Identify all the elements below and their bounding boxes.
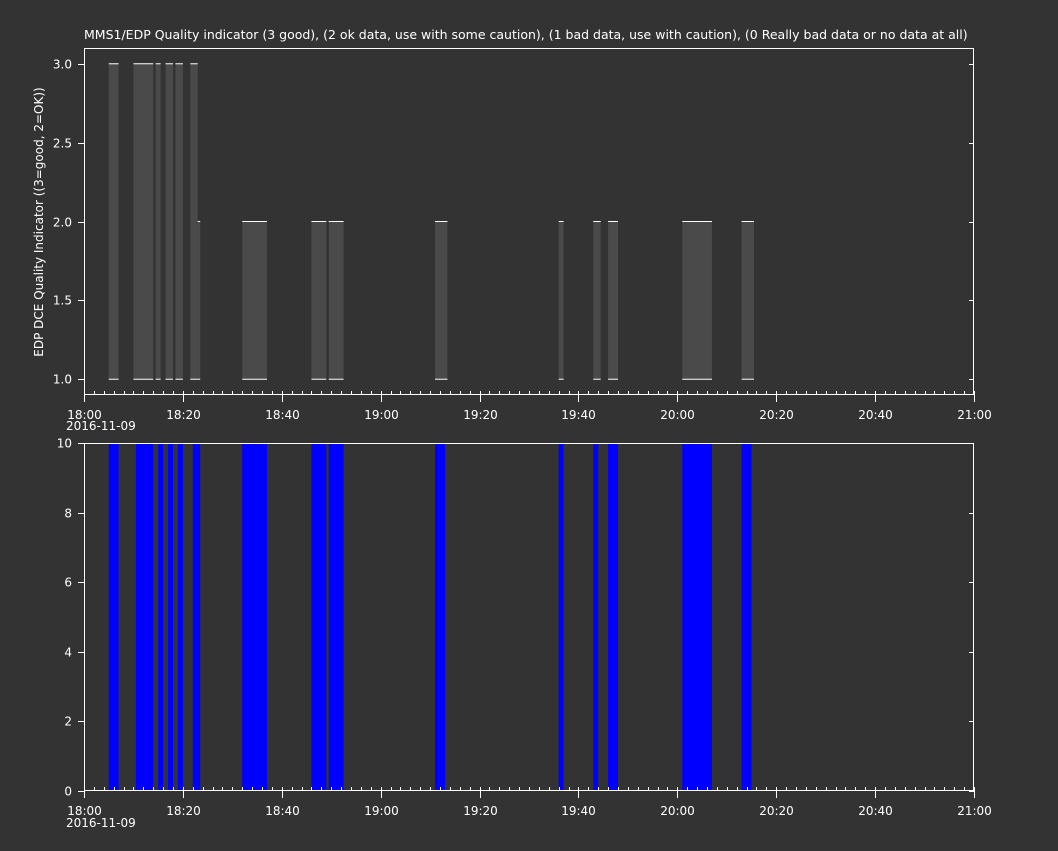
x-tick-label: 20:00 [660,408,695,422]
x-tick-label: 20:40 [858,804,893,818]
quality-indicator-panel: 18:00 18:20 18:40 19:00 19:20 19:40 20:00 20:20… [53,48,992,422]
data-bar [741,221,754,380]
x-tick-label: 18:00 [67,804,102,818]
data-bar [311,443,327,791]
plot-frame [84,443,974,791]
data-bar [108,443,119,791]
data-bar [435,443,445,791]
data-bar [158,443,164,791]
data-bar [155,63,161,380]
y-axis-label: EDP DCE Quality Indicator ((3=good, 2=OK… [32,87,46,356]
data-bar [682,443,712,791]
data-bar [190,63,198,380]
data-bar [328,221,344,380]
x-tick-label: 18:00 [67,408,102,422]
data-bar [168,443,173,791]
quality-bar-panel: 18:00 18:20 18:40 19:00 19:20 19:40 20:00 20:20… [57,437,992,819]
x-tick-label: 21:00 [957,804,992,818]
data-bar [177,443,183,791]
y-tick-label: 10 [57,437,72,451]
y-tick-label: 3.0 [53,58,72,72]
y-tick-label: 4 [64,646,72,660]
x-tick-label: 20:20 [759,804,794,818]
data-bar [741,443,752,791]
x-tick-label: 19:20 [463,804,498,818]
data-bar [328,443,344,791]
data-bar [593,443,599,791]
x-tick-label: 21:00 [957,408,992,422]
data-bar [682,221,712,380]
x-tick-label: 19:00 [364,804,399,818]
x-tick-label: 18:20 [166,804,201,818]
plot-frame [84,48,974,395]
data-bar [311,221,327,380]
x-tick-label: 18:40 [265,408,300,422]
x-tick-label: 19:40 [561,804,596,818]
x-tick-label: 20:40 [858,408,893,422]
y-tick-label: 0 [64,785,72,799]
y-tick-label: 2.5 [53,137,72,151]
y-tick-label: 6 [64,576,72,590]
y-tick-label: 2 [64,715,72,729]
data-bar [135,443,154,791]
data-bar [435,221,448,380]
data-bar [133,63,154,380]
x-tick-label: 20:00 [660,804,695,818]
x-tick-label: 18:20 [166,408,201,422]
x-tick-label: 18:40 [265,804,300,818]
data-bar [242,221,267,380]
y-tick-label: 8 [64,507,72,521]
y-tick-label: 1.5 [53,294,72,308]
date-label-top: 2016-11-09 [66,419,136,433]
data-bar [175,63,183,380]
x-tick-label: 19:00 [364,408,399,422]
data-bar [165,63,173,380]
x-tick-label: 19:40 [561,408,596,422]
data-bar [608,443,618,791]
data-bar [558,443,564,791]
data-bar [593,221,601,380]
y-tick-label: 1.0 [53,373,72,387]
date-label-bottom: 2016-11-09 [66,816,136,830]
data-bar [108,63,119,380]
data-bar [197,221,201,380]
chart-title: MMS1/EDP Quality indicator (3 good), (2 … [84,27,968,42]
data-bar [608,221,618,380]
x-tick-label: 20:20 [759,408,794,422]
data-bar [558,221,564,380]
data-bar [242,443,267,791]
x-tick-label: 19:20 [463,408,498,422]
y-tick-label: 2.0 [53,216,72,230]
data-bar [192,443,201,791]
